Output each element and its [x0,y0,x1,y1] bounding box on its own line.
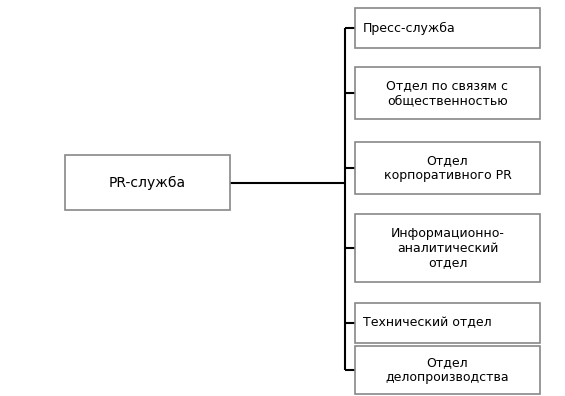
FancyBboxPatch shape [355,8,540,48]
Text: Технический отдел: Технический отдел [363,316,492,329]
FancyBboxPatch shape [355,303,540,343]
Text: PR-служба: PR-служба [109,175,186,190]
Text: Отдел
корпоративного PR: Отдел корпоративного PR [384,154,511,182]
Text: Отдел
делопроизводства: Отдел делопроизводства [386,356,509,384]
FancyBboxPatch shape [355,142,540,194]
Text: Отдел по связям с
общественностью: Отдел по связям с общественностью [386,79,508,107]
FancyBboxPatch shape [355,346,540,394]
FancyBboxPatch shape [65,155,230,210]
FancyBboxPatch shape [355,214,540,282]
FancyBboxPatch shape [355,67,540,119]
Text: Информационно-
аналитический
отдел: Информационно- аналитический отдел [390,227,505,270]
Text: Пресс-служба: Пресс-служба [363,21,456,34]
